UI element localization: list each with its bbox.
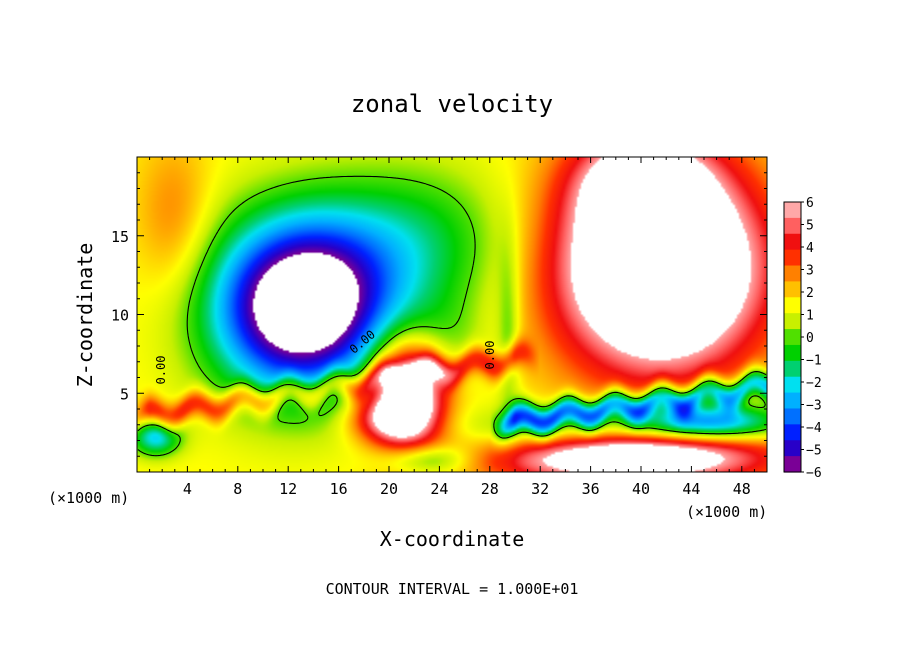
colorbar-tick-label: 3 [806,264,814,279]
chart-title: zonal velocity [351,90,553,118]
colorbar-swatch [784,297,801,314]
colorbar-tick-label: 4 [806,241,814,256]
colorbar-swatch [784,281,801,298]
x-tick-label: 8 [233,480,242,498]
colorbar-swatch [784,265,801,283]
colorbar-tick-label: −3 [806,399,822,414]
x-tick-label: 12 [279,480,297,498]
contour-label: 0.00 [483,341,497,370]
colorbar-tick-label: 6 [806,196,814,211]
colorbar-swatch [784,456,801,473]
x-axis: 4 8 12 16 20 24 28 32 36 40 44 48 [149,157,755,498]
colorbar-swatch [784,344,801,362]
colorbar-tick-label: −2 [806,376,822,391]
y-tick-label: 10 [111,307,129,325]
x-tick-label: 40 [632,480,650,498]
colorbar-swatch [784,249,801,267]
y-axis: 5 10 15 [111,172,767,457]
y-axis-label: Z-coordinate [73,243,97,388]
x-axis-label: X-coordinate [380,527,525,551]
contour-label: 0.00 [154,356,168,385]
colorbar-tick-label: 1 [806,309,814,324]
colorbar-tick-label: −5 [806,444,822,459]
colorbar-swatch [784,392,801,410]
colorbar-swatch [784,233,801,251]
colorbar-tick-label: −6 [806,466,822,481]
colorbar-swatch [784,376,801,394]
x-unit-label-left: (×1000 m) [48,489,129,507]
colorbar-swatch [784,313,801,330]
x-unit-label-right: (×1000 m) [686,503,767,521]
x-tick-label: 36 [582,480,600,498]
colorbar-swatch [784,408,801,425]
x-tick-label: 32 [531,480,549,498]
colorbar-swatch [784,424,801,441]
colorbar-tick-label: 5 [806,219,814,234]
x-tick-label: 48 [733,480,751,498]
colorbar-tick-label: 0 [806,331,814,346]
zero-contour-path [137,175,767,457]
colorbar-swatch [784,202,801,219]
x-tick-label: 24 [430,480,448,498]
x-tick-label: 16 [330,480,348,498]
velocity-field-image [137,157,767,472]
colorbar-tick-label: 2 [806,286,814,301]
colorbar: 6 5 4 3 2 1 0 −1 −2 −3 −4 −5 −6 [783,196,822,481]
colorbar-tick-label: −1 [806,354,822,369]
colorbar-swatch [784,360,801,378]
colorbar-swatch [784,440,801,457]
contour-interval-note: CONTOUR INTERVAL = 1.000E+01 [326,580,579,598]
y-tick-label: 5 [120,385,129,403]
heatmap-field: 0.000.00 0.00 [137,157,767,472]
colorbar-swatch [784,217,801,235]
x-tick-label: 28 [481,480,499,498]
zero-contour-lines [137,175,767,457]
colorbar-swatch [784,329,801,346]
x-tick-label: 20 [380,480,398,498]
colorbar-tick-label: −4 [806,421,822,436]
x-tick-label: 44 [682,480,700,498]
y-tick-label: 15 [111,228,129,246]
x-tick-label: 4 [183,480,192,498]
